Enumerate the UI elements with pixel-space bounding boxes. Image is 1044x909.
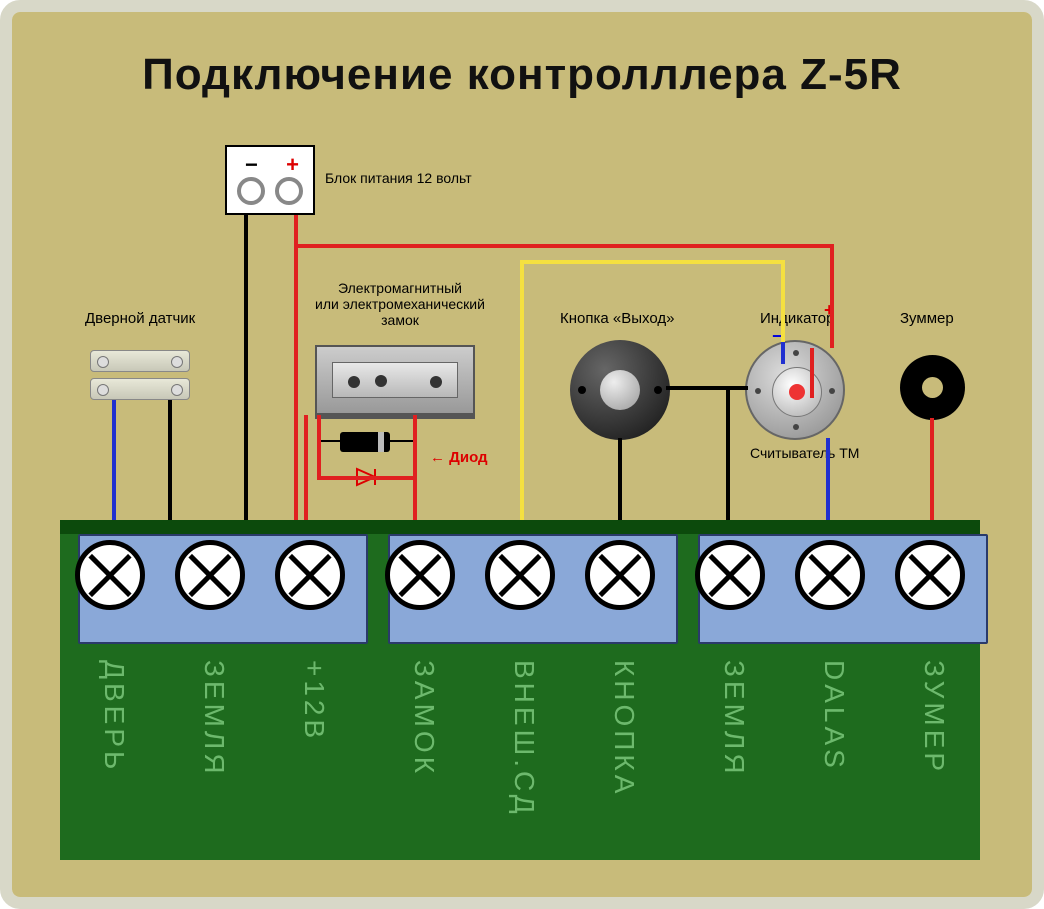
- sensor-label: Дверной датчик: [85, 310, 195, 327]
- reader-label: Считыватель ТМ: [750, 445, 859, 461]
- screw-terminal: [585, 540, 655, 610]
- pcb-dark-strip: [60, 520, 980, 534]
- wire-lock-red: [317, 476, 415, 480]
- wire-reader-red: [810, 348, 814, 398]
- wire-lock-red: [304, 415, 308, 535]
- buzzer: [900, 355, 965, 420]
- terminal-label: ЗЕМЛЯ: [198, 660, 230, 778]
- wire-reader-blue: [781, 340, 785, 364]
- diagram-title: Подключение контролллера Z-5R: [0, 50, 1044, 100]
- screw-terminal: [795, 540, 865, 610]
- wire-buzzer: [930, 418, 934, 535]
- wire-exit-black: [726, 386, 730, 535]
- door-sensor: [90, 350, 190, 406]
- wire-psu-ground: [244, 215, 248, 535]
- screw-terminal: [275, 540, 345, 610]
- wire-yellow: [781, 260, 785, 342]
- diode-lead: [390, 440, 414, 442]
- controller-pcb: ДВЕРЬ ЗЕМЛЯ +12В ЗАМОК ВНЕШ.СД КНОПКА ЗЕМЛЯ DAL…: [60, 520, 980, 860]
- exit-button-label: Кнопка «Выход»: [560, 310, 674, 327]
- diode-lead: [318, 440, 340, 442]
- screw-terminal: [175, 540, 245, 610]
- psu-plus-icon: +: [286, 152, 299, 178]
- terminal-label: ДВЕРЬ: [98, 660, 130, 773]
- diode: [340, 432, 390, 452]
- tm-reader: [745, 340, 845, 440]
- wire-sensor-blue: [112, 400, 116, 535]
- terminal-label: ЗАМОК: [408, 660, 440, 777]
- terminal-label: +12В: [298, 660, 330, 742]
- wire-yellow: [520, 260, 784, 264]
- psu-minus-icon: −: [245, 152, 258, 178]
- terminal-label: ВНЕШ.СД: [508, 660, 540, 818]
- power-supply: − +: [225, 145, 315, 215]
- electromagnetic-lock: [315, 345, 475, 415]
- screw-terminal: [695, 540, 765, 610]
- wire-lock-red: [317, 415, 321, 480]
- terminal-label: ЗЕМЛЯ: [718, 660, 750, 778]
- wire-lock-red: [413, 415, 417, 535]
- wire-psu-12v: [294, 244, 834, 248]
- wire-psu-12v: [830, 244, 834, 348]
- diode-label: ← Диод: [430, 432, 488, 466]
- screw-terminal: [385, 540, 455, 610]
- lock-label: Электромагнитный или электромеханический…: [310, 280, 490, 328]
- psu-label: Блок питания 12 вольт: [325, 170, 472, 186]
- wire-yellow: [520, 260, 524, 535]
- wire-exit-black: [666, 386, 748, 390]
- exit-button: [570, 340, 670, 440]
- screw-terminal: [485, 540, 555, 610]
- terminal-label: DALAS: [818, 660, 850, 772]
- screw-terminal: [895, 540, 965, 610]
- screw-terminal: [75, 540, 145, 610]
- terminal-label: ЗУМЕР: [918, 660, 950, 775]
- buzzer-label: Зуммер: [900, 310, 954, 327]
- terminal-label: КНОПКА: [608, 660, 640, 797]
- wire-12v-terminal: [294, 244, 298, 535]
- wire-sensor-black: [168, 400, 172, 535]
